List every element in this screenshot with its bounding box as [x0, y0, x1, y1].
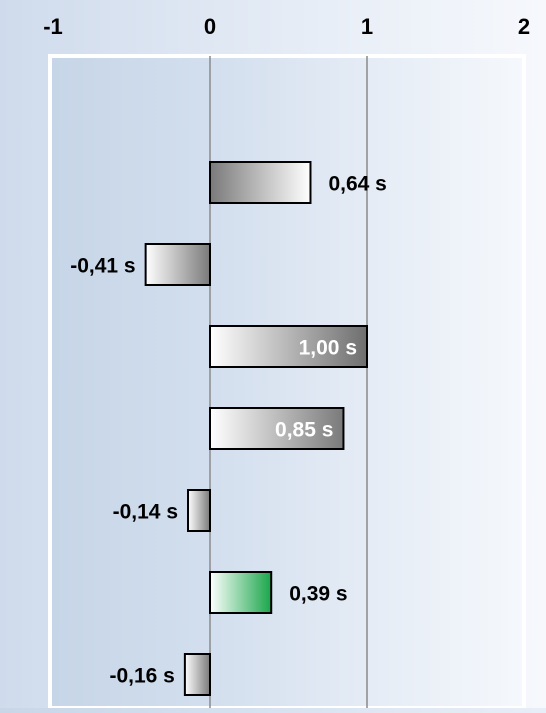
data-label-5: -0,14 s [113, 501, 178, 524]
bar-7 [183, 653, 212, 696]
x-tick-label: 0 [204, 14, 216, 39]
data-label-3: 1,00 s [299, 337, 357, 360]
x-tick-label: 1 [361, 14, 373, 39]
bar-6 [209, 571, 273, 614]
bar-2 [144, 243, 212, 286]
bar-3 [209, 325, 368, 368]
x-tick-label: 2 [518, 14, 530, 39]
bar-1 [209, 161, 312, 204]
data-label-1: 0,64 s [328, 173, 386, 196]
bar-4 [209, 407, 345, 450]
data-label-7: -0,16 s [109, 665, 174, 688]
data-label-2: -0,41 s [70, 255, 135, 278]
x-tick-label: -1 [43, 14, 63, 39]
plot-area [48, 54, 526, 710]
bar-5 [187, 489, 212, 532]
data-label-4: 0,85 s [275, 419, 333, 442]
data-label-6: 0,39 s [289, 583, 347, 606]
